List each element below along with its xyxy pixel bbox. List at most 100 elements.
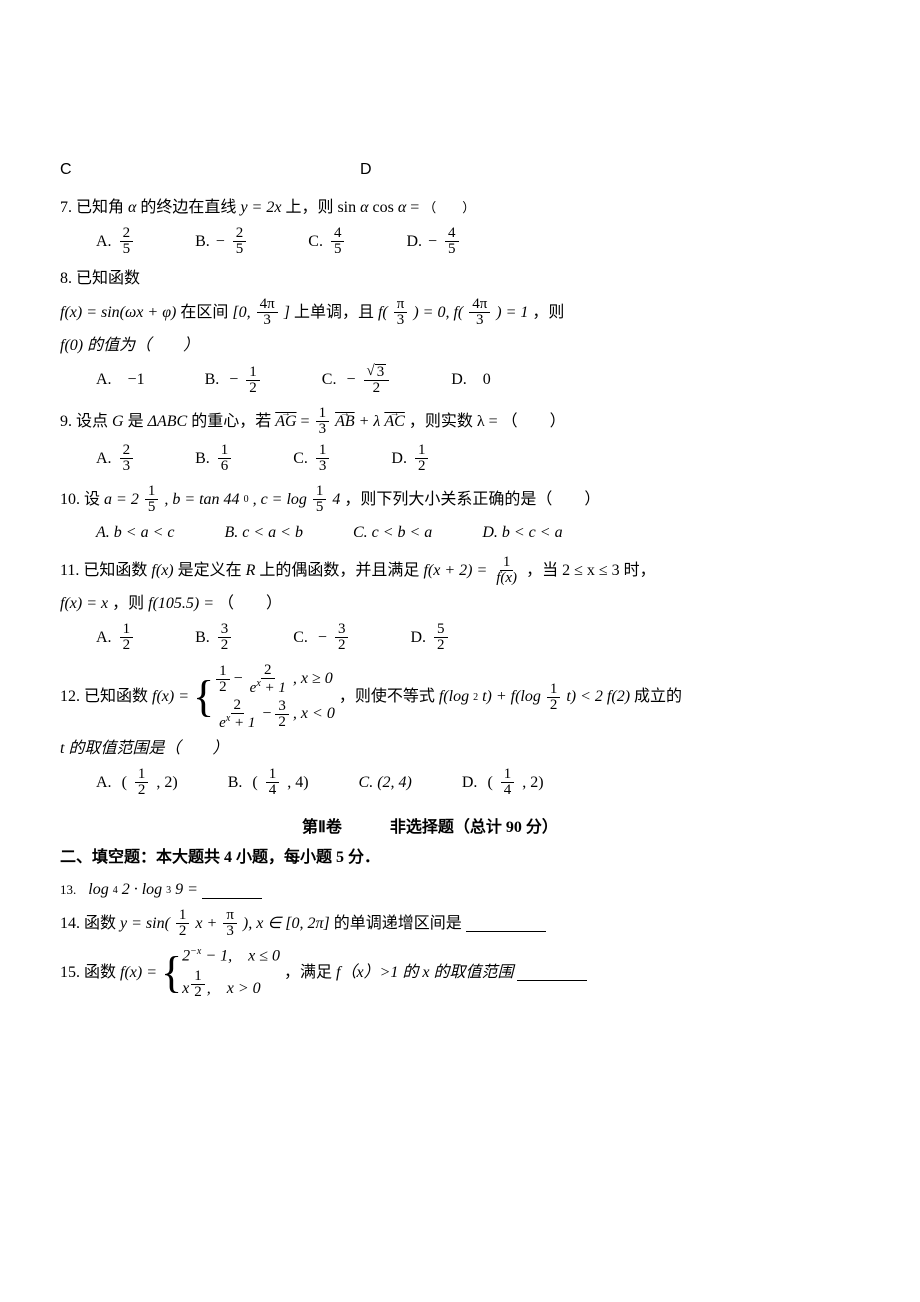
q15-cond: f（x）>1 的 x 的取值范围 [336,961,513,985]
q11-R: R [246,559,256,583]
q15-pre: 15. 函数 [60,961,116,985]
q15-pw: { 2−x − 1, x ≤ 0 x12, x > 0 [161,945,280,1000]
neg: − [216,230,225,254]
l: C. [293,626,308,650]
q11-c: 上的偶函数，并且满足 [259,559,419,583]
n: 4π [257,297,278,313]
q14-pl: x + [195,912,217,936]
q8-4pi3: 4π3 [257,297,278,328]
q12-D: D. (14, 2) [462,767,544,798]
f: 12 [191,969,205,1000]
q8-m2: 上单调，且 [294,301,374,325]
d: 5 [145,500,159,515]
q8-D: D. 0 [451,368,491,392]
f2: π3 [223,908,237,939]
t: − 1, x ≤ 0 [201,947,280,964]
neg: − [428,230,437,254]
q7-A-lbl: A. [96,230,112,254]
q13: 13. log4 2 · log3 9 = [60,878,800,902]
n: 2 [120,443,134,459]
b: 2 [182,947,190,964]
q7-D-lbl: D. [406,230,422,254]
q14-tail: 的单调递增区间是 [334,912,462,936]
q13-e1: log [88,878,108,902]
n: 1 [313,484,327,500]
q7-C-lbl: C. [308,230,323,254]
q13-pre: 13. [60,880,76,900]
q15-fx: f(x) = [120,961,157,985]
n: 1 [316,443,330,459]
n: 1 [218,443,232,459]
c: , x < 0 [293,704,335,725]
q11-l2a: f(x) = x [60,592,108,616]
n: 1 [135,767,149,783]
q8-D-t: D. 0 [451,368,491,392]
n: 1 [500,555,514,571]
q8-fx: f(x) = sin(ωx + φ) [60,301,176,325]
q10-stem: 10. 设 a = 215 , b = tan 440 , c = log15 … [60,484,800,515]
q8-fa: f( [378,301,388,325]
q7-al3: α [398,196,406,220]
q10-C: C. c < b < a [353,521,432,545]
b2: 3 [166,883,171,898]
f: 15 [145,484,159,515]
q7-D-frac: 45 [445,226,459,257]
q8-choices: A. −1 B. −12 C. −√32 D. 0 [96,364,800,396]
n: 2 [231,698,245,714]
d: 3 [120,459,134,474]
q8-l1: 8. 已知函数 [60,267,800,291]
q11-C: C. −32 [293,622,350,653]
d: ex + 1 [247,679,289,696]
q10-aexp: 15 [143,484,161,515]
f2: 2ex + 1 [247,663,289,696]
f: 14 [501,767,515,798]
d: 5 [331,242,345,257]
e: −x [190,946,201,957]
f: 23 [120,443,134,474]
q12-C: C. (2, 4) [359,771,412,795]
q7-B-frac: 25 [233,226,247,257]
n: 3 [335,622,349,638]
brace-icon: { [193,663,214,731]
n: 4 [331,226,345,242]
q7-A-frac: 25 [120,226,134,257]
l: B. [195,626,210,650]
q8-C: C. −√32 [322,364,391,396]
q8-A: A. −1 [96,368,145,392]
q9-G: G [112,410,124,434]
q10-cb: 15 [311,484,329,515]
n: 5 [434,622,448,638]
l: D. [410,626,426,650]
q15-pwcol: 2−x − 1, x ≤ 0 x12, x > 0 [182,945,280,1000]
top-letter-c: C [60,158,72,182]
q8-B-f: 12 [246,365,260,396]
part2-title: 第Ⅱ卷 非选择题（总计 90 分） [60,816,800,840]
f: 12 [120,622,134,653]
top-letter-d: D [360,158,372,182]
n: 1 [501,767,515,783]
q7-A: A. 25 [96,226,135,257]
q9-stem: 9. 设点 G 是 ΔABC 的重心，若 →AG = 13 →AB + λ →A… [60,406,800,437]
q12-p1: 12 − 2ex + 1 , x ≥ 0 [214,663,335,696]
m: − [262,704,271,725]
q8-C-f: √32 [364,364,390,396]
q9-a: 9. 设点 [60,410,108,434]
d: 3 [260,313,274,328]
q10-A: A. b < a < c [96,521,174,545]
q7-b: 的终边在直线 [140,196,236,220]
f: 16 [218,443,232,474]
d: 2 [135,783,149,798]
s2: 2 [473,690,478,705]
f: 32 [218,622,232,653]
d: 3 [223,924,237,939]
q11-rhs: 1f(x) [493,555,520,586]
n: 1 [145,484,159,500]
shalf: 12 [545,682,563,713]
q12-fx: f(x) = [152,685,189,709]
part2-sub: 二、填空题：本大题共 4 小题，每小题 5 分． [60,846,800,870]
q10-ae: a = 2 [104,488,139,512]
q9-d: ，则实数 λ = （ ） [409,410,566,434]
q10-ce: , c = log [253,488,307,512]
c: , x ≥ 0 [293,669,333,690]
q13-a1: 2 · log [122,878,162,902]
